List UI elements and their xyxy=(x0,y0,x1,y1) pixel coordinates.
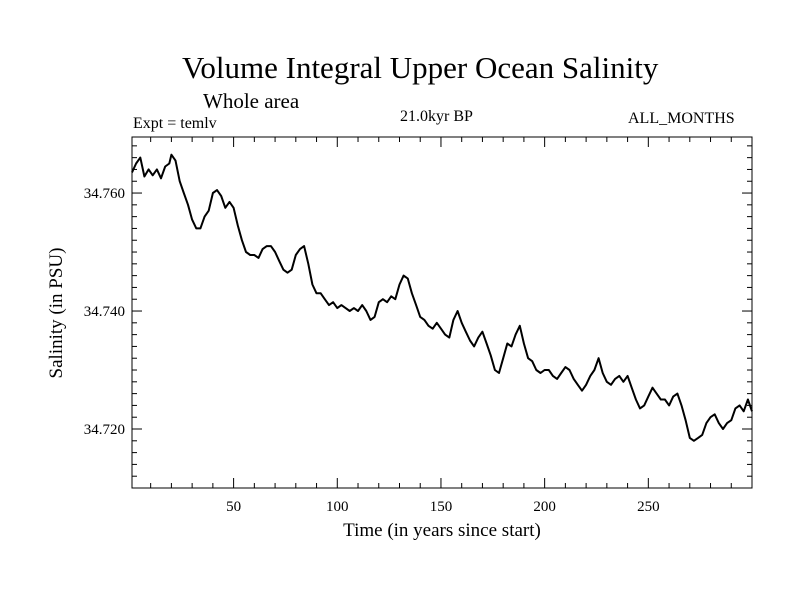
x-tick-label: 150 xyxy=(430,499,453,515)
x-tick-label: 250 xyxy=(637,499,660,515)
y-tick-label: 34.760 xyxy=(84,186,125,202)
chart-title: Volume Integral Upper Ocean Salinity xyxy=(182,50,659,85)
chart-subtitle: Whole area xyxy=(203,89,300,113)
experiment-label: Expt = temlv xyxy=(133,115,217,132)
plot-frame xyxy=(131,136,753,489)
y-axis-ticks: 34.720 34.740 34.760 xyxy=(84,145,752,477)
y-tick-label: 34.740 xyxy=(84,304,125,320)
x-tick-label: 200 xyxy=(533,499,556,515)
x-axis-ticks: 50 100 150 200 250 xyxy=(150,137,732,515)
period-label: 21.0kyr BP xyxy=(400,108,473,125)
y-tick-label: 34.720 xyxy=(84,422,125,438)
x-axis-label: Time (in years since start) xyxy=(343,520,541,541)
months-label: ALL_MONTHS xyxy=(628,110,735,127)
y-axis-label: Salinity (in PSU) xyxy=(46,248,67,379)
salinity-series-line xyxy=(131,153,753,442)
x-tick-label: 100 xyxy=(326,499,349,515)
x-tick-label: 50 xyxy=(226,499,241,515)
